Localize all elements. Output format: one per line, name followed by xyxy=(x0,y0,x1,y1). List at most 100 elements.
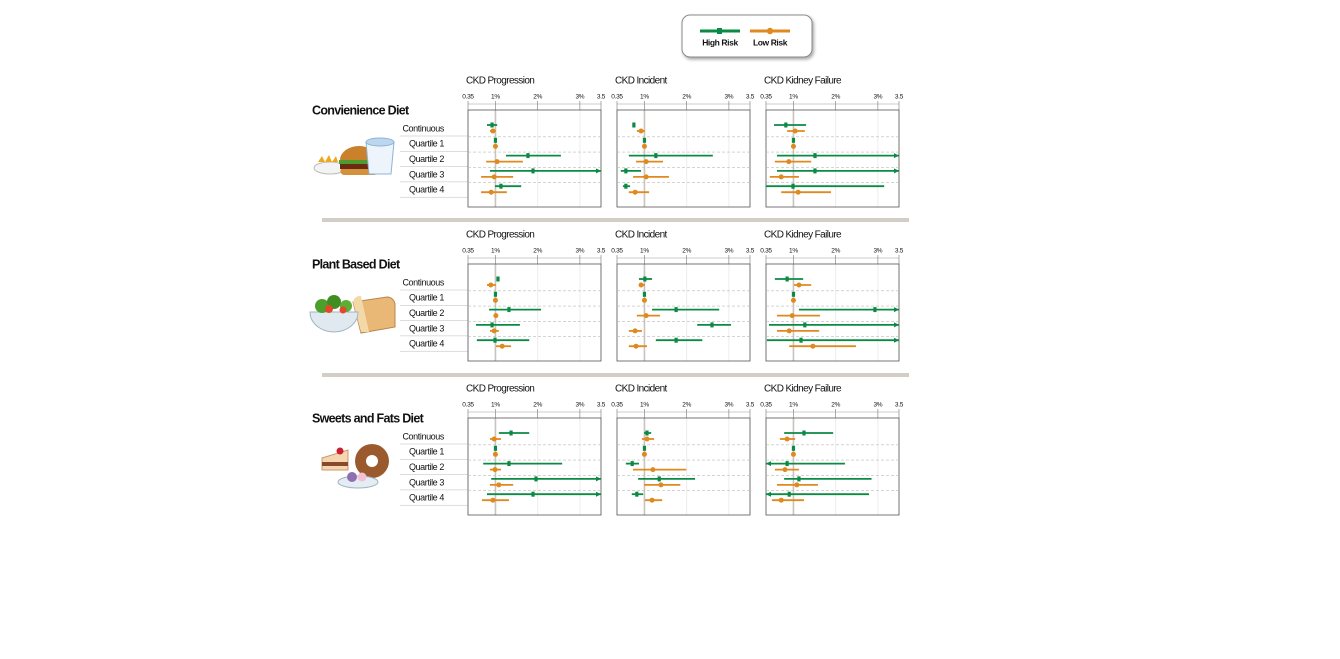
estimate xyxy=(488,282,494,288)
estimate xyxy=(784,436,790,442)
estimate xyxy=(632,328,638,334)
estimate xyxy=(657,476,661,482)
estimate xyxy=(643,174,649,180)
x-tick-label: 1% xyxy=(491,402,500,409)
estimate xyxy=(810,343,816,349)
ci-arrow xyxy=(766,461,771,467)
x-tick-label: 3% xyxy=(873,94,882,101)
estimate xyxy=(493,445,498,451)
estimate xyxy=(795,189,801,195)
category-label: Continuous xyxy=(402,277,444,287)
x-tick-label: 0.35 xyxy=(760,402,772,409)
x-tick-label: 2% xyxy=(831,402,840,409)
panel-title: CKD Progression xyxy=(466,384,534,395)
legend-swatch xyxy=(717,28,722,34)
estimate xyxy=(534,476,538,482)
ci-arrow xyxy=(766,491,771,497)
x-tick-label: 2% xyxy=(682,94,691,101)
category-label: Quartile 4 xyxy=(409,339,444,349)
panel-title: CKD Progression xyxy=(466,76,534,87)
diet-title: Sweets and Fats Diet xyxy=(312,411,425,425)
legend-box xyxy=(681,14,813,58)
estimate xyxy=(644,436,650,442)
estimate xyxy=(792,128,798,134)
estimate xyxy=(531,491,535,497)
estimate xyxy=(790,143,796,149)
estimate xyxy=(649,497,655,503)
x-tick-label: 3% xyxy=(873,248,882,255)
panel-title: CKD Incident xyxy=(615,76,668,87)
estimate xyxy=(778,497,784,503)
x-tick-label: 3.5 xyxy=(746,402,755,409)
estimate xyxy=(633,343,639,349)
category-label: Quartile 3 xyxy=(409,323,444,333)
ci-arrow xyxy=(894,153,899,159)
estimate xyxy=(526,153,530,159)
estimate xyxy=(786,159,792,165)
estimate xyxy=(813,153,817,159)
estimate xyxy=(873,307,877,313)
plant-food-icon xyxy=(309,295,396,334)
estimate xyxy=(791,445,796,451)
x-tick-label: 2% xyxy=(533,248,542,255)
estimate xyxy=(638,128,644,134)
x-tick-label: 2% xyxy=(533,94,542,101)
x-tick-label: 2% xyxy=(533,402,542,409)
estimate xyxy=(802,430,806,436)
estimate xyxy=(488,189,494,195)
estimate xyxy=(507,461,511,467)
panel-frame xyxy=(467,417,602,516)
x-tick-label: 3.5 xyxy=(597,248,606,255)
separator xyxy=(322,373,909,377)
estimate xyxy=(785,461,789,467)
estimate xyxy=(642,445,647,451)
x-tick-label: 3% xyxy=(575,248,584,255)
estimate xyxy=(494,159,500,165)
panel-marks xyxy=(766,122,899,195)
estimate xyxy=(791,291,796,297)
estimate xyxy=(492,143,498,149)
estimate xyxy=(632,189,638,195)
x-tick-label: 3.5 xyxy=(895,248,904,255)
estimate xyxy=(782,467,788,473)
panel-frame xyxy=(467,109,602,208)
estimate xyxy=(797,476,801,482)
x-tick-label: 3% xyxy=(724,402,733,409)
panel-frame xyxy=(467,263,602,362)
estimate xyxy=(493,313,499,319)
x-tick-label: 0.35 xyxy=(611,402,623,409)
estimate xyxy=(492,297,498,303)
x-tick-label: 3% xyxy=(575,94,584,101)
estimate xyxy=(496,276,500,282)
x-tick-label: 3.5 xyxy=(895,94,904,101)
x-tick-label: 1% xyxy=(789,248,798,255)
category-label: Quartile 2 xyxy=(409,308,444,318)
x-tick-label: 0.35 xyxy=(462,248,474,255)
estimate xyxy=(642,291,647,297)
ci-arrow xyxy=(596,168,601,174)
panel-marks xyxy=(625,430,696,503)
estimate xyxy=(786,328,792,334)
x-tick-label: 1% xyxy=(640,248,649,255)
category-label: Quartile 1 xyxy=(409,293,444,303)
x-tick-label: 2% xyxy=(831,94,840,101)
legend: High Risk Low Risk xyxy=(681,14,813,58)
category-label: Continuous xyxy=(402,123,444,133)
panel-marks xyxy=(481,122,601,195)
panel-frame xyxy=(765,263,900,362)
estimate xyxy=(490,497,496,503)
estimate xyxy=(787,491,791,497)
x-tick-label: 0.35 xyxy=(760,94,772,101)
estimate xyxy=(492,451,498,457)
estimate xyxy=(789,313,795,319)
estimate xyxy=(493,291,498,297)
category-label: Quartile 3 xyxy=(409,477,444,487)
estimate xyxy=(785,276,789,282)
estimate xyxy=(490,128,496,134)
estimate xyxy=(778,174,784,180)
estimate xyxy=(813,168,817,174)
panel-frame xyxy=(616,263,751,362)
panel-frame xyxy=(765,417,900,516)
estimate xyxy=(507,307,511,313)
